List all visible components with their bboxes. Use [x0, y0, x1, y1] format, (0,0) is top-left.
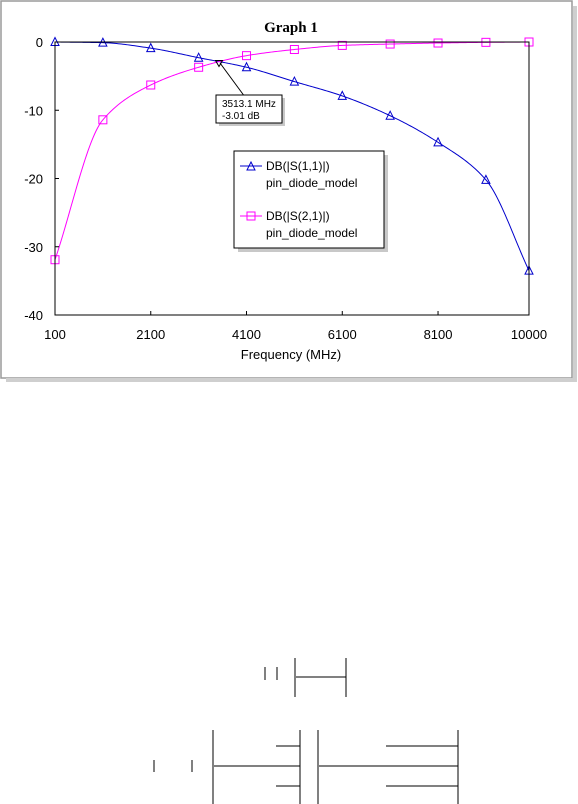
- legend-box: [233, 150, 385, 249]
- series-layer: [50, 36, 534, 275]
- legend-label-s21: DB(|S(2,1)|): [266, 209, 330, 223]
- series-point-square: [146, 80, 156, 90]
- chart-title: Graph 1: [264, 20, 318, 36]
- marker-box[interactable]: [215, 94, 283, 124]
- window-shadow-bottom: [6, 378, 577, 382]
- series-point-square: [433, 38, 443, 48]
- series-point-triangle: [337, 90, 348, 100]
- x-tick-label: 8100: [424, 327, 453, 342]
- marker-triangle-icon: [214, 60, 224, 68]
- marker-annotation: 3513.1 MHz -3.01 dB: [214, 60, 285, 126]
- x-tick-label: 10000: [511, 327, 547, 342]
- graph-canvas: Graph 1 100 2100 4100 6100 8100 10000 0 -10 -20 -…: [0, 0, 577, 382]
- marker-leader-line: [219, 62, 246, 98]
- series-point-triangle: [385, 110, 395, 120]
- series-point-square: [242, 51, 252, 61]
- y-tick-label: -20: [24, 172, 43, 187]
- legend-entry-s11[interactable]: DB(|S(1,1)|) pin_diode_model: [240, 159, 357, 190]
- x-tick-label: 4100: [232, 327, 261, 342]
- y-tick-label: -40: [24, 308, 43, 323]
- x-tick-label: 2100: [136, 327, 165, 342]
- marker-value-text: -3.01 dB: [222, 111, 260, 122]
- legend-sublabel-s11: pin_diode_model: [266, 176, 357, 190]
- series-point-triangle: [433, 136, 443, 147]
- y-tick-label: -30: [24, 240, 43, 255]
- x-axis-label: Frequency (MHz): [241, 347, 341, 362]
- legend-triangle-marker-icon: [246, 160, 256, 171]
- legend[interactable]: DB(|S(1,1)|) pin_diode_model DB(|S(2,1)|…: [233, 150, 388, 252]
- series-point-triangle: [289, 75, 300, 86]
- x-tick-label: 100: [44, 327, 66, 342]
- graph-window: Graph 1 100 2100 4100 6100 8100 10000 0 -10 -20 -…: [0, 0, 578, 383]
- series-point-triangle: [193, 52, 204, 62]
- series-point-triangle: [145, 42, 156, 53]
- series-point-triangle: [481, 174, 491, 184]
- series-point-square: [98, 115, 108, 125]
- ticks-layer: 100 2100 4100 6100 8100 10000 0 -10 -20 -30 -40: [24, 35, 547, 342]
- series-point-square: [289, 45, 299, 55]
- marker-frequency-text: 3513.1 MHz: [222, 99, 276, 110]
- line-fragments: [153, 658, 459, 804]
- x-tick-label: 6100: [328, 327, 357, 342]
- legend-entry-s21[interactable]: DB(|S(2,1)|) pin_diode_model: [240, 209, 357, 240]
- series-point-square: [385, 39, 395, 49]
- legend-square-marker-icon: [246, 211, 256, 221]
- y-tick-label: 0: [36, 35, 43, 50]
- series-line-1: [54, 41, 530, 260]
- legend-label-s11: DB(|S(1,1)|): [266, 159, 330, 173]
- window-shadow-right: [573, 6, 577, 380]
- series-point-triangle: [241, 61, 252, 72]
- series-point-square: [194, 62, 204, 72]
- series-point-square: [337, 40, 347, 50]
- y-tick-label: -10: [24, 103, 43, 118]
- legend-sublabel-s21: pin_diode_model: [266, 226, 357, 240]
